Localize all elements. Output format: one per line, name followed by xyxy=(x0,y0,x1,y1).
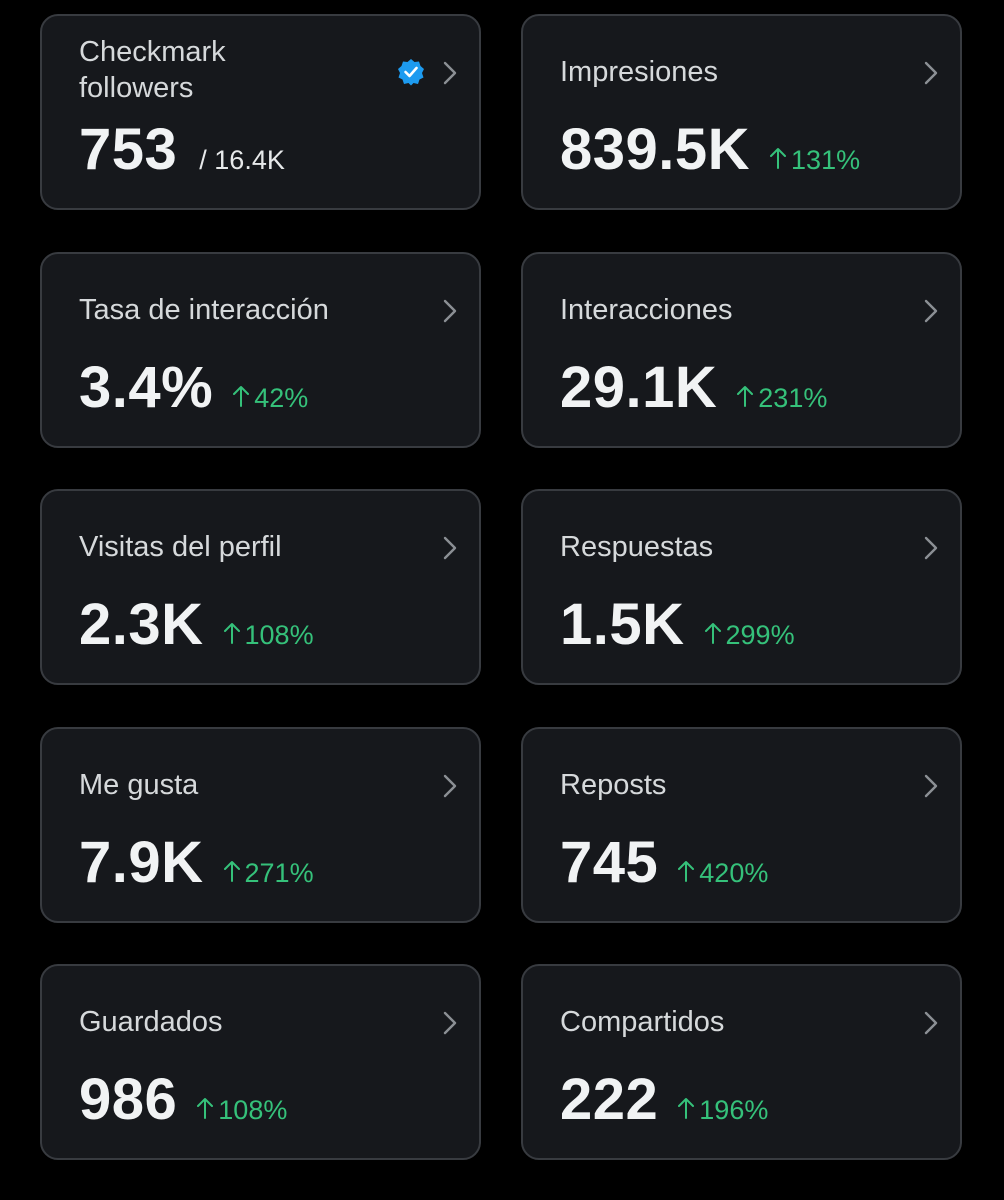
chevron xyxy=(924,536,938,560)
value-row: 986 108% xyxy=(79,1066,287,1133)
metric-change: 108% xyxy=(223,620,314,651)
stat-card[interactable]: Tasa de interacción 3.4% 42% xyxy=(40,251,481,448)
change-text: 196% xyxy=(699,1095,769,1125)
stat-card[interactable]: Reposts 745 420% xyxy=(521,726,962,923)
stat-card[interactable]: Guardados 986 108% xyxy=(40,964,481,1160)
chevron xyxy=(443,774,457,797)
chevron xyxy=(924,299,938,322)
metric-value: 29.1K xyxy=(560,354,718,420)
up-arrow xyxy=(223,623,240,644)
stat-card[interactable]: Impresiones 839.5K 131% xyxy=(521,14,962,210)
metric-change: 108% xyxy=(197,1095,287,1126)
stat-card[interactable]: Visitas del perfil 2.3K 108% xyxy=(40,489,481,685)
change-text: 108% xyxy=(244,620,314,650)
chevron xyxy=(443,61,457,85)
up-arrow xyxy=(233,385,250,407)
metric-change: 231% xyxy=(737,383,827,414)
change-text: 231% xyxy=(758,382,828,413)
metric-value: 2.3K xyxy=(79,592,204,657)
value-row: 839.5K 131% xyxy=(560,116,860,183)
metric-change: 42% xyxy=(233,383,308,414)
verified-badge xyxy=(398,59,424,86)
card-title: Guardados xyxy=(79,1006,223,1038)
card-title: Reposts xyxy=(560,768,667,801)
card-title: Visitas del perfil xyxy=(79,531,282,563)
stat-card[interactable]: Compartidos 222 196% xyxy=(521,964,962,1160)
card-title: Me gusta xyxy=(79,768,199,801)
chevron xyxy=(924,1011,938,1035)
metric-value: 7.9K xyxy=(79,829,204,895)
metric-change: 299% xyxy=(704,620,795,651)
metric-value: 1.5K xyxy=(560,592,685,657)
change-text: 420% xyxy=(699,857,769,888)
change-text: 108% xyxy=(218,1095,288,1125)
value-row: 753 / 16.4K xyxy=(79,116,285,183)
card-title: Tasa de interacción xyxy=(79,293,329,326)
up-arrow xyxy=(737,385,754,407)
up-arrow xyxy=(704,623,721,644)
up-arrow xyxy=(678,1098,695,1119)
stat-card[interactable]: Respuestas 1.5K 299% xyxy=(521,489,962,685)
value-row: 3.4% 42% xyxy=(79,354,308,421)
stat-card[interactable]: Checkmark followers 753 / 16.4K xyxy=(40,14,481,210)
change-text: 42% xyxy=(254,382,309,413)
up-arrow xyxy=(223,860,240,882)
metric-change: 271% xyxy=(223,857,314,889)
value-row: 7.9K 271% xyxy=(79,829,314,896)
chevron xyxy=(924,61,938,85)
chevron xyxy=(924,774,938,797)
change-text: 271% xyxy=(244,857,314,888)
metric-value: 3.4% xyxy=(79,354,214,420)
up-arrow xyxy=(770,148,787,169)
change-text: 131% xyxy=(791,145,861,175)
metric-value: 745 xyxy=(560,829,659,895)
value-row: 2.3K 108% xyxy=(79,591,314,658)
metric-value: 839.5K xyxy=(560,117,751,182)
change-text: 299% xyxy=(725,620,795,650)
chevron xyxy=(443,1011,457,1035)
value-row: 29.1K 231% xyxy=(560,354,827,421)
card-title: Interacciones xyxy=(560,293,733,326)
metric-change: 420% xyxy=(678,858,768,889)
up-arrow xyxy=(678,860,695,882)
metric-value: 753 xyxy=(79,117,178,182)
value-row: 745 420% xyxy=(560,829,768,896)
up-arrow xyxy=(197,1098,214,1119)
card-title: Checkmark followers xyxy=(79,36,226,104)
metric-value: 222 xyxy=(560,1067,659,1132)
card-title: Respuestas xyxy=(560,531,714,563)
metric-change: 196% xyxy=(678,1095,768,1126)
value-row: 1.5K 299% xyxy=(560,591,795,658)
chevron xyxy=(443,299,457,322)
stat-card[interactable]: Interacciones 29.1K 231% xyxy=(521,251,962,448)
metric-total: / 16.4K xyxy=(199,145,285,175)
value-row: 222 196% xyxy=(560,1066,768,1133)
card-title: Impresiones xyxy=(560,56,718,88)
stat-card[interactable]: Me gusta 7.9K 271% xyxy=(40,726,481,923)
metric-change: 131% xyxy=(770,145,860,176)
card-title: Compartidos xyxy=(560,1006,725,1038)
metric-value: 986 xyxy=(79,1067,178,1132)
chevron xyxy=(443,536,457,560)
